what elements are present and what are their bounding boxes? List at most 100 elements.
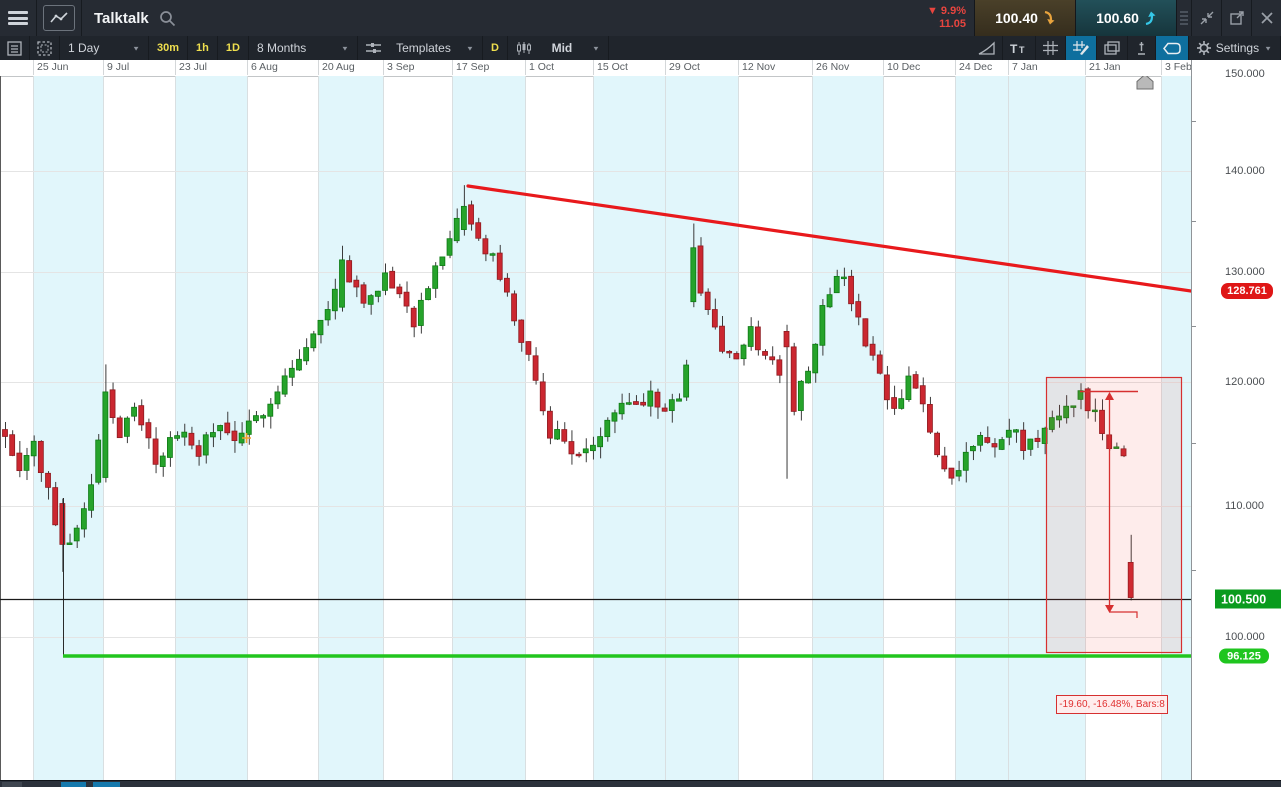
candle-body xyxy=(733,353,740,360)
interval-badge-button[interactable]: D xyxy=(483,36,508,60)
latest-bar-marker xyxy=(1136,76,1154,90)
layers-button[interactable] xyxy=(1097,36,1128,60)
candle-body xyxy=(511,293,517,322)
candle-body xyxy=(102,391,109,478)
chart-scrollbar[interactable] xyxy=(0,780,1281,787)
candlestick-chart[interactable] xyxy=(0,76,1191,780)
buy-price-button[interactable]: 100.60 xyxy=(1075,0,1176,36)
period-dropdown[interactable]: 1 Day ▼ xyxy=(60,36,149,60)
y-axis-label: 120.000 xyxy=(1225,376,1265,388)
sell-price-button[interactable]: 100.40 xyxy=(974,0,1075,36)
candle-body xyxy=(59,503,66,545)
chart-type-button[interactable] xyxy=(37,0,82,36)
candle-body xyxy=(941,455,948,470)
x-axis-label: 15 Oct xyxy=(597,61,628,73)
x-axis-label: 7 Jan xyxy=(1012,61,1038,73)
list-icon xyxy=(7,40,22,56)
x-axis-tick xyxy=(525,60,526,75)
candle-body xyxy=(116,417,123,439)
range-dropdown[interactable]: 8 Months ▼ xyxy=(249,36,358,60)
x-axis-tick xyxy=(33,60,34,75)
candle-body xyxy=(833,275,840,294)
watchlist-button[interactable] xyxy=(0,36,30,60)
candle-body xyxy=(934,432,940,456)
x-axis-label: 3 Feb xyxy=(1165,61,1192,73)
candle-body xyxy=(955,470,962,477)
main-menu-button[interactable] xyxy=(0,0,37,36)
candle-body xyxy=(80,508,87,530)
x-axis-tick xyxy=(883,60,884,75)
x-axis-label: 20 Aug xyxy=(322,61,355,73)
x-axis-tick xyxy=(175,60,176,75)
drawing-tools-button[interactable] xyxy=(1065,36,1097,60)
candle-body xyxy=(2,429,8,437)
candle-body xyxy=(719,325,725,352)
candle-body xyxy=(475,222,482,239)
templates-dropdown[interactable]: Templates ▼ xyxy=(358,36,483,60)
week-band xyxy=(955,76,1085,780)
week-band xyxy=(33,76,103,780)
candle-body xyxy=(1091,409,1098,413)
close-button[interactable] xyxy=(1251,0,1281,36)
measure-tool-label[interactable]: -19.60, -16.48%, Bars:8 xyxy=(1056,695,1168,714)
timeframe-1h-button[interactable]: 1h xyxy=(188,36,218,60)
period-value: 1 Day xyxy=(68,41,100,55)
price-down-arrow-icon xyxy=(1044,11,1055,25)
candle-body xyxy=(95,439,102,483)
x-axis-dates[interactable]: 25 Jun 9 Jul 23 Jul 6 Aug 20 Aug 3 Sep 17 Sep 1… xyxy=(0,60,1192,77)
candle-body xyxy=(862,318,869,347)
candle-body xyxy=(496,252,503,280)
candle-body xyxy=(296,358,302,371)
annotation-pin-button[interactable] xyxy=(1128,36,1156,60)
candle-body xyxy=(45,472,51,488)
candle-body xyxy=(797,380,804,411)
candle-body xyxy=(446,238,453,256)
scrollbar-thumb[interactable] xyxy=(61,782,86,787)
y-axis-prices[interactable]: 128.761 100.500 96.125 150.000 140.000 130… xyxy=(1191,60,1281,780)
settings-label: Settings xyxy=(1215,41,1260,55)
candle-body xyxy=(547,410,553,439)
candle-body xyxy=(919,385,926,405)
candle-body xyxy=(281,375,288,395)
candle-body xyxy=(762,351,768,356)
autoscale-button[interactable] xyxy=(971,36,1003,60)
candle-body xyxy=(1027,438,1034,450)
popout-button[interactable] xyxy=(1221,0,1251,36)
search-button[interactable] xyxy=(159,0,176,36)
draw-grid-pen-icon xyxy=(1072,41,1089,55)
change-value: 11.05 xyxy=(939,18,966,30)
settings-button[interactable]: Settings ▼ xyxy=(1189,36,1281,60)
candle-body xyxy=(317,319,324,336)
layout-grid-button[interactable] xyxy=(30,36,60,60)
shape-tool-button[interactable] xyxy=(1155,36,1189,60)
close-icon xyxy=(1260,12,1273,24)
candle-body xyxy=(1034,437,1041,442)
x-axis-label: 26 Nov xyxy=(816,61,850,73)
scrollbar-segment[interactable] xyxy=(2,782,22,787)
price-type-dropdown[interactable]: Mid ▼ xyxy=(508,36,609,60)
candle-body xyxy=(346,260,353,283)
gridlines-button[interactable] xyxy=(1036,36,1066,60)
timeframe-30m-button[interactable]: 30m xyxy=(149,36,189,60)
text-tool-button[interactable]: T T xyxy=(1003,36,1036,60)
sell-price: 100.40 xyxy=(995,10,1038,26)
candle-body xyxy=(288,367,295,378)
candle-body xyxy=(826,294,833,308)
range-value: 8 Months xyxy=(256,41,307,55)
candle-body xyxy=(970,446,976,452)
change-direction-icon: ▼ xyxy=(926,5,938,17)
candle-body xyxy=(884,374,890,401)
week-band xyxy=(812,76,883,780)
scrollbar-thumb[interactable] xyxy=(93,782,120,787)
candle-body xyxy=(518,319,525,343)
candle-body xyxy=(697,245,704,294)
search-icon xyxy=(159,10,175,26)
timeframe-1d-button[interactable]: 1D xyxy=(218,36,249,60)
module-drag-handle[interactable] xyxy=(1176,0,1191,36)
collapse-button[interactable] xyxy=(1191,0,1221,36)
candle-body xyxy=(676,398,682,402)
candle-body xyxy=(88,484,94,511)
candle-body xyxy=(618,402,625,415)
candle-body xyxy=(869,343,876,356)
